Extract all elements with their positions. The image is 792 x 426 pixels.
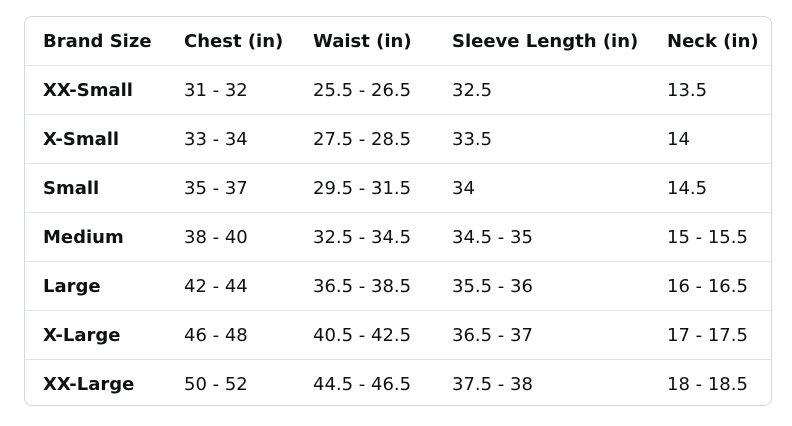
table-cell: 35.5 - 36 [434,261,649,311]
size-label: Medium [25,212,166,262]
table-cell: 35 - 37 [166,163,295,213]
table-cell: 46 - 48 [166,310,295,360]
header-row: Brand Size Chest (in) Waist (in) Sleeve Len… [25,17,771,66]
size-label: Small [25,163,166,213]
table-row: XX-Small 31 - 32 25.5 - 26.5 32.5 13.5 [25,65,771,115]
table-cell: 36.5 - 37 [434,310,649,360]
header-cell: Waist (in) [295,17,434,66]
header-cell: Neck (in) [649,17,771,66]
header-cell: Chest (in) [166,17,295,66]
table-cell: 14.5 [649,163,771,213]
table-cell: 17 - 17.5 [649,310,771,360]
header-cell: Brand Size [25,17,166,66]
table-row: X-Small 33 - 34 27.5 - 28.5 33.5 14 [25,114,771,164]
table-row: Medium 38 - 40 32.5 - 34.5 34.5 - 35 15 - 15… [25,212,771,262]
table-cell: 13.5 [649,65,771,115]
table-cell: 40.5 - 42.5 [295,310,434,360]
size-label: Large [25,261,166,311]
table-cell: 36.5 - 38.5 [295,261,434,311]
size-chart: Brand Size Chest (in) Waist (in) Sleeve Len… [24,16,772,406]
table-cell: 38 - 40 [166,212,295,262]
size-table: Brand Size Chest (in) Waist (in) Sleeve Len… [25,17,771,406]
table-row: Small 35 - 37 29.5 - 31.5 34 14.5 [25,163,771,213]
table-cell: 44.5 - 46.5 [313,373,412,395]
size-label: XX-Large [43,373,135,395]
size-label: X-Large [25,310,166,360]
table-body: XX-Small 31 - 32 25.5 - 26.5 32.5 13.5 X-Smal… [25,65,771,406]
table-cell: 37.5 - 38 [452,373,533,395]
size-label: XX-Small [25,65,166,115]
table-cell: 32.5 - 34.5 [295,212,434,262]
size-label: X-Small [25,114,166,164]
table-cell: 16 - 16.5 [649,261,771,311]
table-cell: 25.5 - 26.5 [295,65,434,115]
table-row: Large 42 - 44 36.5 - 38.5 35.5 - 36 16 - 16.… [25,261,771,311]
table-cell: 29.5 - 31.5 [295,163,434,213]
table-cell: 33 - 34 [166,114,295,164]
table-row: X-Large 46 - 48 40.5 - 42.5 36.5 - 37 17 - 1… [25,310,771,360]
table-cell: 42 - 44 [166,261,295,311]
table-cell: 27.5 - 28.5 [295,114,434,164]
table-row: XX-Large 50 - 52 44.5 - 46.5 37.5 - 38 18 - … [25,360,771,406]
header-cell: Sleeve Length (in) [434,17,649,66]
table-cell: 32.5 [434,65,649,115]
table-cell: 18 - 18.5 [667,373,748,395]
table-cell: 34 [434,163,649,213]
table-cell: 15 - 15.5 [649,212,771,262]
table-cell: 14 [649,114,771,164]
table-cell: 31 - 32 [166,65,295,115]
table-cell: 50 - 52 [184,373,248,395]
table-cell: 33.5 [434,114,649,164]
table-cell: 34.5 - 35 [434,212,649,262]
